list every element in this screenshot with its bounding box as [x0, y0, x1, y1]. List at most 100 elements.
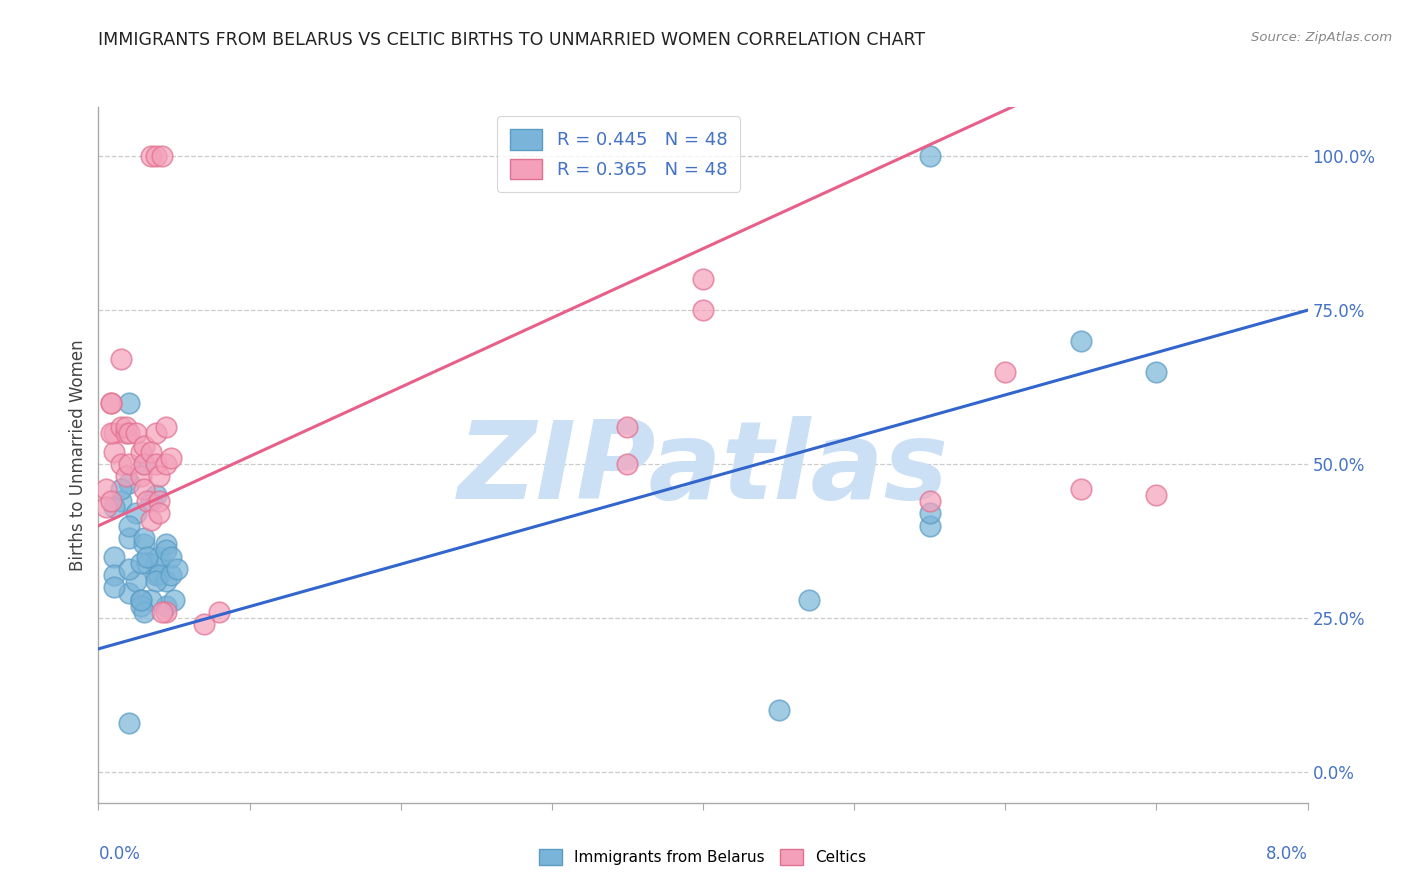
Point — [94, 500, 117, 515]
Point — [155, 599, 177, 613]
Text: ZIPatlas: ZIPatlas — [457, 416, 949, 522]
Point — [163, 592, 186, 607]
Point — [918, 149, 941, 163]
Point — [994, 365, 1017, 379]
Point — [160, 450, 183, 465]
Point — [129, 599, 152, 613]
Point — [110, 352, 132, 367]
Point — [155, 543, 177, 558]
Point — [141, 512, 163, 526]
Point — [118, 715, 141, 730]
Point — [918, 518, 941, 533]
Point — [110, 482, 132, 496]
Point — [103, 580, 125, 594]
Point — [114, 420, 136, 434]
Point — [145, 556, 167, 570]
Point — [100, 395, 122, 409]
Point — [135, 494, 157, 508]
Point — [110, 494, 132, 508]
Point — [145, 574, 167, 589]
Point — [148, 507, 170, 521]
Point — [132, 482, 155, 496]
Point — [150, 605, 173, 619]
Point — [129, 592, 152, 607]
Point — [692, 303, 714, 318]
Point — [160, 549, 183, 564]
Text: 8.0%: 8.0% — [1265, 845, 1308, 863]
Point — [166, 562, 188, 576]
Point — [103, 445, 125, 459]
Point — [148, 494, 170, 508]
Point — [118, 395, 141, 409]
Point — [118, 531, 141, 545]
Point — [129, 469, 152, 483]
Point — [148, 568, 170, 582]
Text: IMMIGRANTS FROM BELARUS VS CELTIC BIRTHS TO UNMARRIED WOMEN CORRELATION CHART: IMMIGRANTS FROM BELARUS VS CELTIC BIRTHS… — [98, 31, 925, 49]
Text: Source: ZipAtlas.com: Source: ZipAtlas.com — [1251, 31, 1392, 45]
Point — [118, 586, 141, 600]
Point — [114, 469, 136, 483]
Point — [193, 617, 215, 632]
Point — [129, 592, 152, 607]
Point — [94, 482, 117, 496]
Point — [118, 426, 141, 441]
Point — [150, 149, 173, 163]
Point — [1070, 482, 1092, 496]
Point — [141, 445, 163, 459]
Point — [616, 420, 638, 434]
Point — [100, 395, 122, 409]
Point — [1070, 334, 1092, 348]
Point — [125, 426, 148, 441]
Point — [1146, 488, 1168, 502]
Point — [129, 556, 152, 570]
Point — [918, 494, 941, 508]
Point — [208, 605, 231, 619]
Point — [100, 426, 122, 441]
Point — [118, 518, 141, 533]
Point — [132, 605, 155, 619]
Point — [145, 149, 167, 163]
Point — [155, 537, 177, 551]
Point — [148, 469, 170, 483]
Point — [118, 457, 141, 471]
Point — [145, 426, 167, 441]
Point — [768, 703, 790, 717]
Point — [103, 426, 125, 441]
Point — [132, 439, 155, 453]
Point — [141, 494, 163, 508]
Point — [129, 445, 152, 459]
Point — [103, 500, 125, 515]
Point — [797, 592, 820, 607]
Point — [103, 549, 125, 564]
Point — [148, 549, 170, 564]
Legend: R = 0.445   N = 48, R = 0.365   N = 48: R = 0.445 N = 48, R = 0.365 N = 48 — [496, 116, 740, 192]
Point — [135, 549, 157, 564]
Point — [155, 420, 177, 434]
Point — [135, 556, 157, 570]
Point — [125, 574, 148, 589]
Legend: Immigrants from Belarus, Celtics: Immigrants from Belarus, Celtics — [533, 843, 873, 871]
Point — [160, 568, 183, 582]
Point — [918, 507, 941, 521]
Point — [132, 531, 155, 545]
Point — [132, 457, 155, 471]
Point — [1146, 365, 1168, 379]
Point — [616, 457, 638, 471]
Point — [692, 272, 714, 286]
Point — [145, 457, 167, 471]
Point — [103, 568, 125, 582]
Point — [100, 494, 122, 508]
Y-axis label: Births to Unmarried Women: Births to Unmarried Women — [69, 339, 87, 571]
Point — [141, 592, 163, 607]
Point — [110, 420, 132, 434]
Point — [132, 537, 155, 551]
Point — [118, 475, 141, 490]
Point — [155, 457, 177, 471]
Point — [145, 488, 167, 502]
Point — [155, 574, 177, 589]
Point — [110, 457, 132, 471]
Text: 0.0%: 0.0% — [98, 845, 141, 863]
Point — [114, 426, 136, 441]
Point — [155, 605, 177, 619]
Point — [118, 562, 141, 576]
